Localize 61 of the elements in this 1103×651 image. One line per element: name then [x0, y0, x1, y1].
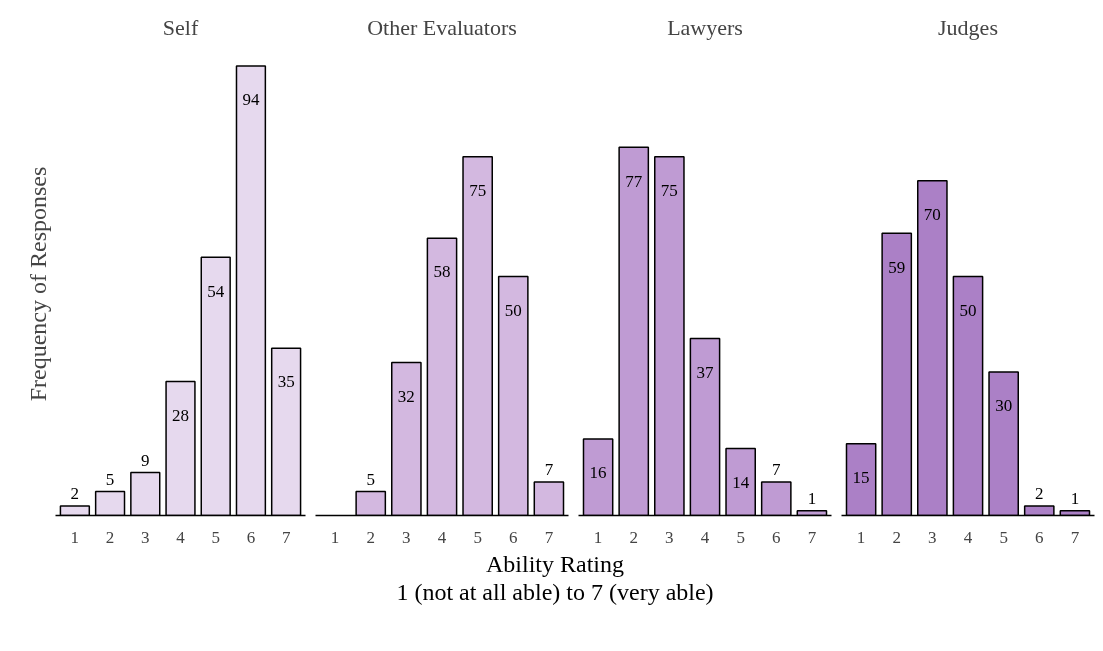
data-label: 1	[807, 488, 817, 508]
data-label: 70	[923, 205, 941, 225]
x-tick-label: 3	[141, 527, 150, 547]
chart-title: Lawyers	[667, 15, 743, 40]
data-label: 16	[589, 463, 607, 483]
data-label: 9	[141, 450, 150, 470]
data-label: 7	[544, 460, 554, 480]
data-label: 15	[852, 468, 870, 488]
data-label: 28	[172, 405, 189, 425]
data-label: 2	[70, 483, 80, 503]
data-label: 58	[433, 262, 451, 282]
x-tick-label: 7	[281, 527, 291, 547]
data-label: 5	[366, 469, 375, 489]
x-tick-label: 2	[892, 527, 901, 547]
x-tick-label: 3	[665, 527, 674, 547]
x-tick-label: 2	[629, 527, 638, 547]
x-tick-label: 6	[772, 527, 781, 547]
y-axis-title: Frequency of Responses	[24, 166, 51, 402]
x-tick-label: 6	[1035, 527, 1044, 547]
data-label: 75	[469, 181, 487, 201]
data-label: 59	[888, 257, 906, 277]
chart-title: Other Evaluators	[367, 15, 517, 40]
x-tick-label: 5	[736, 527, 745, 547]
x-tick-label: 4	[963, 527, 973, 547]
x-tick-label: 4	[176, 527, 186, 547]
data-label: 94	[242, 90, 260, 110]
x-tick-label: 1	[70, 527, 80, 547]
x-tick-label: 4	[437, 527, 447, 547]
data-label: 7	[772, 460, 782, 480]
data-label: 54	[207, 281, 225, 301]
data-label: 77	[625, 171, 643, 191]
x-tick-label: 5	[211, 527, 220, 547]
data-label: 5	[105, 469, 115, 489]
x-axis-title: Ability Rating 1 (not at all able) to 7 (very able)	[395, 550, 715, 606]
data-label: 1	[1070, 488, 1080, 508]
data-label: 50	[504, 300, 522, 320]
chart-title: Self	[162, 15, 199, 40]
x-tick-label: 2	[105, 527, 115, 547]
data-label: 75	[660, 181, 678, 201]
x-tick-label: 1	[593, 527, 603, 547]
x-tick-label: 1	[856, 527, 866, 547]
data-label: 32	[397, 386, 415, 406]
data-label: 30	[995, 396, 1013, 416]
x-tick-label: 7	[807, 527, 817, 547]
data-label: 14	[732, 472, 750, 492]
x-tick-label: 1	[330, 527, 340, 547]
x-tick-label: 5	[999, 527, 1008, 547]
x-tick-label: 3	[928, 527, 937, 547]
x-tick-label: 4	[700, 527, 710, 547]
x-tick-label: 7	[544, 527, 554, 547]
data-label: 50	[959, 300, 977, 320]
x-tick-label: 2	[366, 527, 375, 547]
x-tick-label: 6	[509, 527, 518, 547]
x-tick-label: 5	[473, 527, 482, 547]
x-tick-label: 3	[402, 527, 411, 547]
x-tick-label: 6	[246, 527, 256, 547]
data-label: 37	[696, 362, 714, 382]
data-label: 35	[277, 372, 295, 392]
x-tick-label: 7	[1070, 527, 1080, 547]
data-label: 2	[1035, 483, 1044, 503]
chart-title: Judges	[938, 15, 998, 40]
